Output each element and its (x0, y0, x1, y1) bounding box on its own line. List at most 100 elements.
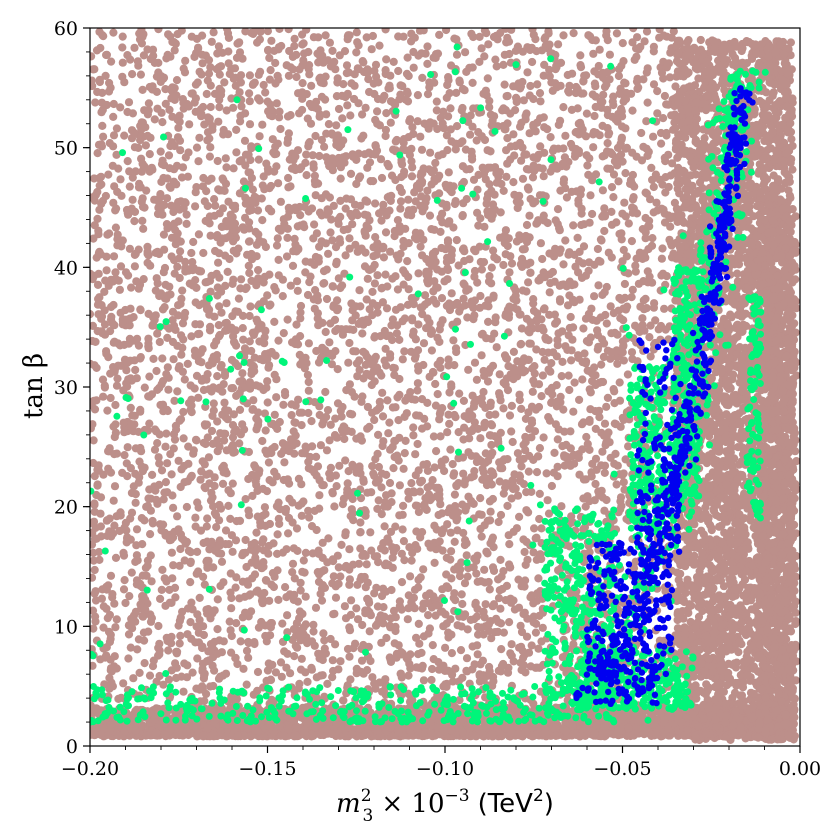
scatter-point (496, 208, 505, 217)
scatter-point (205, 310, 214, 319)
scatter-point (118, 58, 127, 67)
scatter-point (643, 64, 652, 73)
scatter-point (195, 615, 204, 625)
scatter-point (525, 328, 534, 337)
scatter-point (542, 469, 551, 478)
scatter-point (452, 236, 461, 245)
scatter-point (190, 52, 199, 62)
scatter-point (535, 89, 545, 98)
scatter-point (310, 506, 319, 515)
scatter-point (613, 359, 622, 368)
scatter-point (540, 60, 549, 69)
scatter-point (123, 157, 132, 166)
scatter-point (202, 187, 211, 196)
scatter-point (371, 233, 380, 242)
scatter-point (195, 593, 204, 603)
scatter-point (270, 410, 279, 419)
scatter-point (163, 224, 172, 233)
scatter-point (589, 143, 598, 152)
scatter-point (103, 406, 112, 415)
scatter-point (153, 196, 163, 205)
scatter-point (367, 45, 376, 54)
scatter-point (410, 233, 420, 242)
scatter-point (168, 491, 177, 500)
scatter-point (435, 30, 444, 39)
scatter-point (138, 85, 147, 94)
scatter-point (163, 291, 173, 300)
scatter-point (192, 143, 202, 152)
scatter-point (536, 114, 545, 123)
scatter-point (605, 50, 615, 59)
scatter-point (111, 623, 120, 632)
scatter-point (282, 663, 291, 672)
scatter-point (244, 506, 253, 515)
scatter-point (258, 436, 267, 446)
scatter-point (360, 262, 370, 271)
scatter-point (122, 459, 131, 468)
scatter-point (90, 500, 99, 509)
scatter-point (91, 98, 100, 107)
scatter-point (90, 589, 99, 598)
scatter-point (182, 502, 191, 512)
scatter-point (108, 682, 117, 691)
scatter-point (215, 103, 224, 112)
scatter-point (293, 286, 302, 295)
scatter-point (447, 289, 456, 298)
scatter-point (392, 135, 401, 145)
scatter-point (217, 557, 227, 566)
scatter-point (125, 182, 134, 191)
scatter-point (248, 185, 257, 194)
scatter-point (559, 31, 568, 40)
scatter-point (393, 216, 402, 225)
scatter-point (358, 57, 367, 66)
scatter-point (382, 491, 391, 500)
scatter-point (414, 269, 423, 278)
scatter-point (253, 38, 262, 47)
scatter-point (95, 75, 104, 84)
scatter-point (169, 207, 178, 217)
scatter-point (213, 625, 222, 634)
scatter-point (100, 381, 109, 390)
scatter-point (188, 605, 197, 614)
scatter-point (265, 596, 274, 605)
scatter-point (303, 290, 313, 300)
scatter-point (307, 522, 317, 531)
scatter-point (370, 333, 379, 342)
scatter-point (278, 619, 287, 628)
scatter-point (466, 130, 475, 139)
scatter-point (583, 366, 592, 375)
scatter-point (479, 630, 488, 639)
scatter-point (159, 680, 168, 689)
scatter-point (512, 237, 522, 246)
scatter-point (179, 407, 188, 417)
scatter-point (174, 621, 183, 630)
scatter-point (374, 78, 383, 87)
scatter-point (305, 70, 314, 79)
scatter-point (328, 656, 337, 665)
scatter-point (245, 268, 254, 278)
scatter-point (558, 357, 567, 366)
scatter-point (95, 555, 104, 565)
scatter-point (180, 478, 189, 487)
scatter-point (202, 89, 211, 99)
scatter-point (209, 406, 218, 415)
scatter-point (170, 396, 179, 405)
scatter-point (136, 305, 145, 314)
scatter-point (192, 183, 201, 192)
scatter-point (529, 295, 538, 304)
scatter-point (426, 148, 435, 157)
scatter-point (214, 674, 224, 683)
scatter-point (601, 310, 610, 320)
scatter-point (247, 346, 256, 356)
scatter-point (591, 424, 600, 433)
scatter-point (645, 333, 654, 342)
scatter-point (583, 492, 592, 501)
scatter-point (386, 118, 395, 127)
scatter-point (602, 31, 611, 40)
scatter-point (102, 100, 111, 110)
scatter-point (485, 667, 494, 676)
scatter-point (516, 340, 525, 349)
scatter-point (254, 623, 263, 632)
scatter-point (306, 119, 316, 128)
scatter-point (380, 92, 389, 101)
